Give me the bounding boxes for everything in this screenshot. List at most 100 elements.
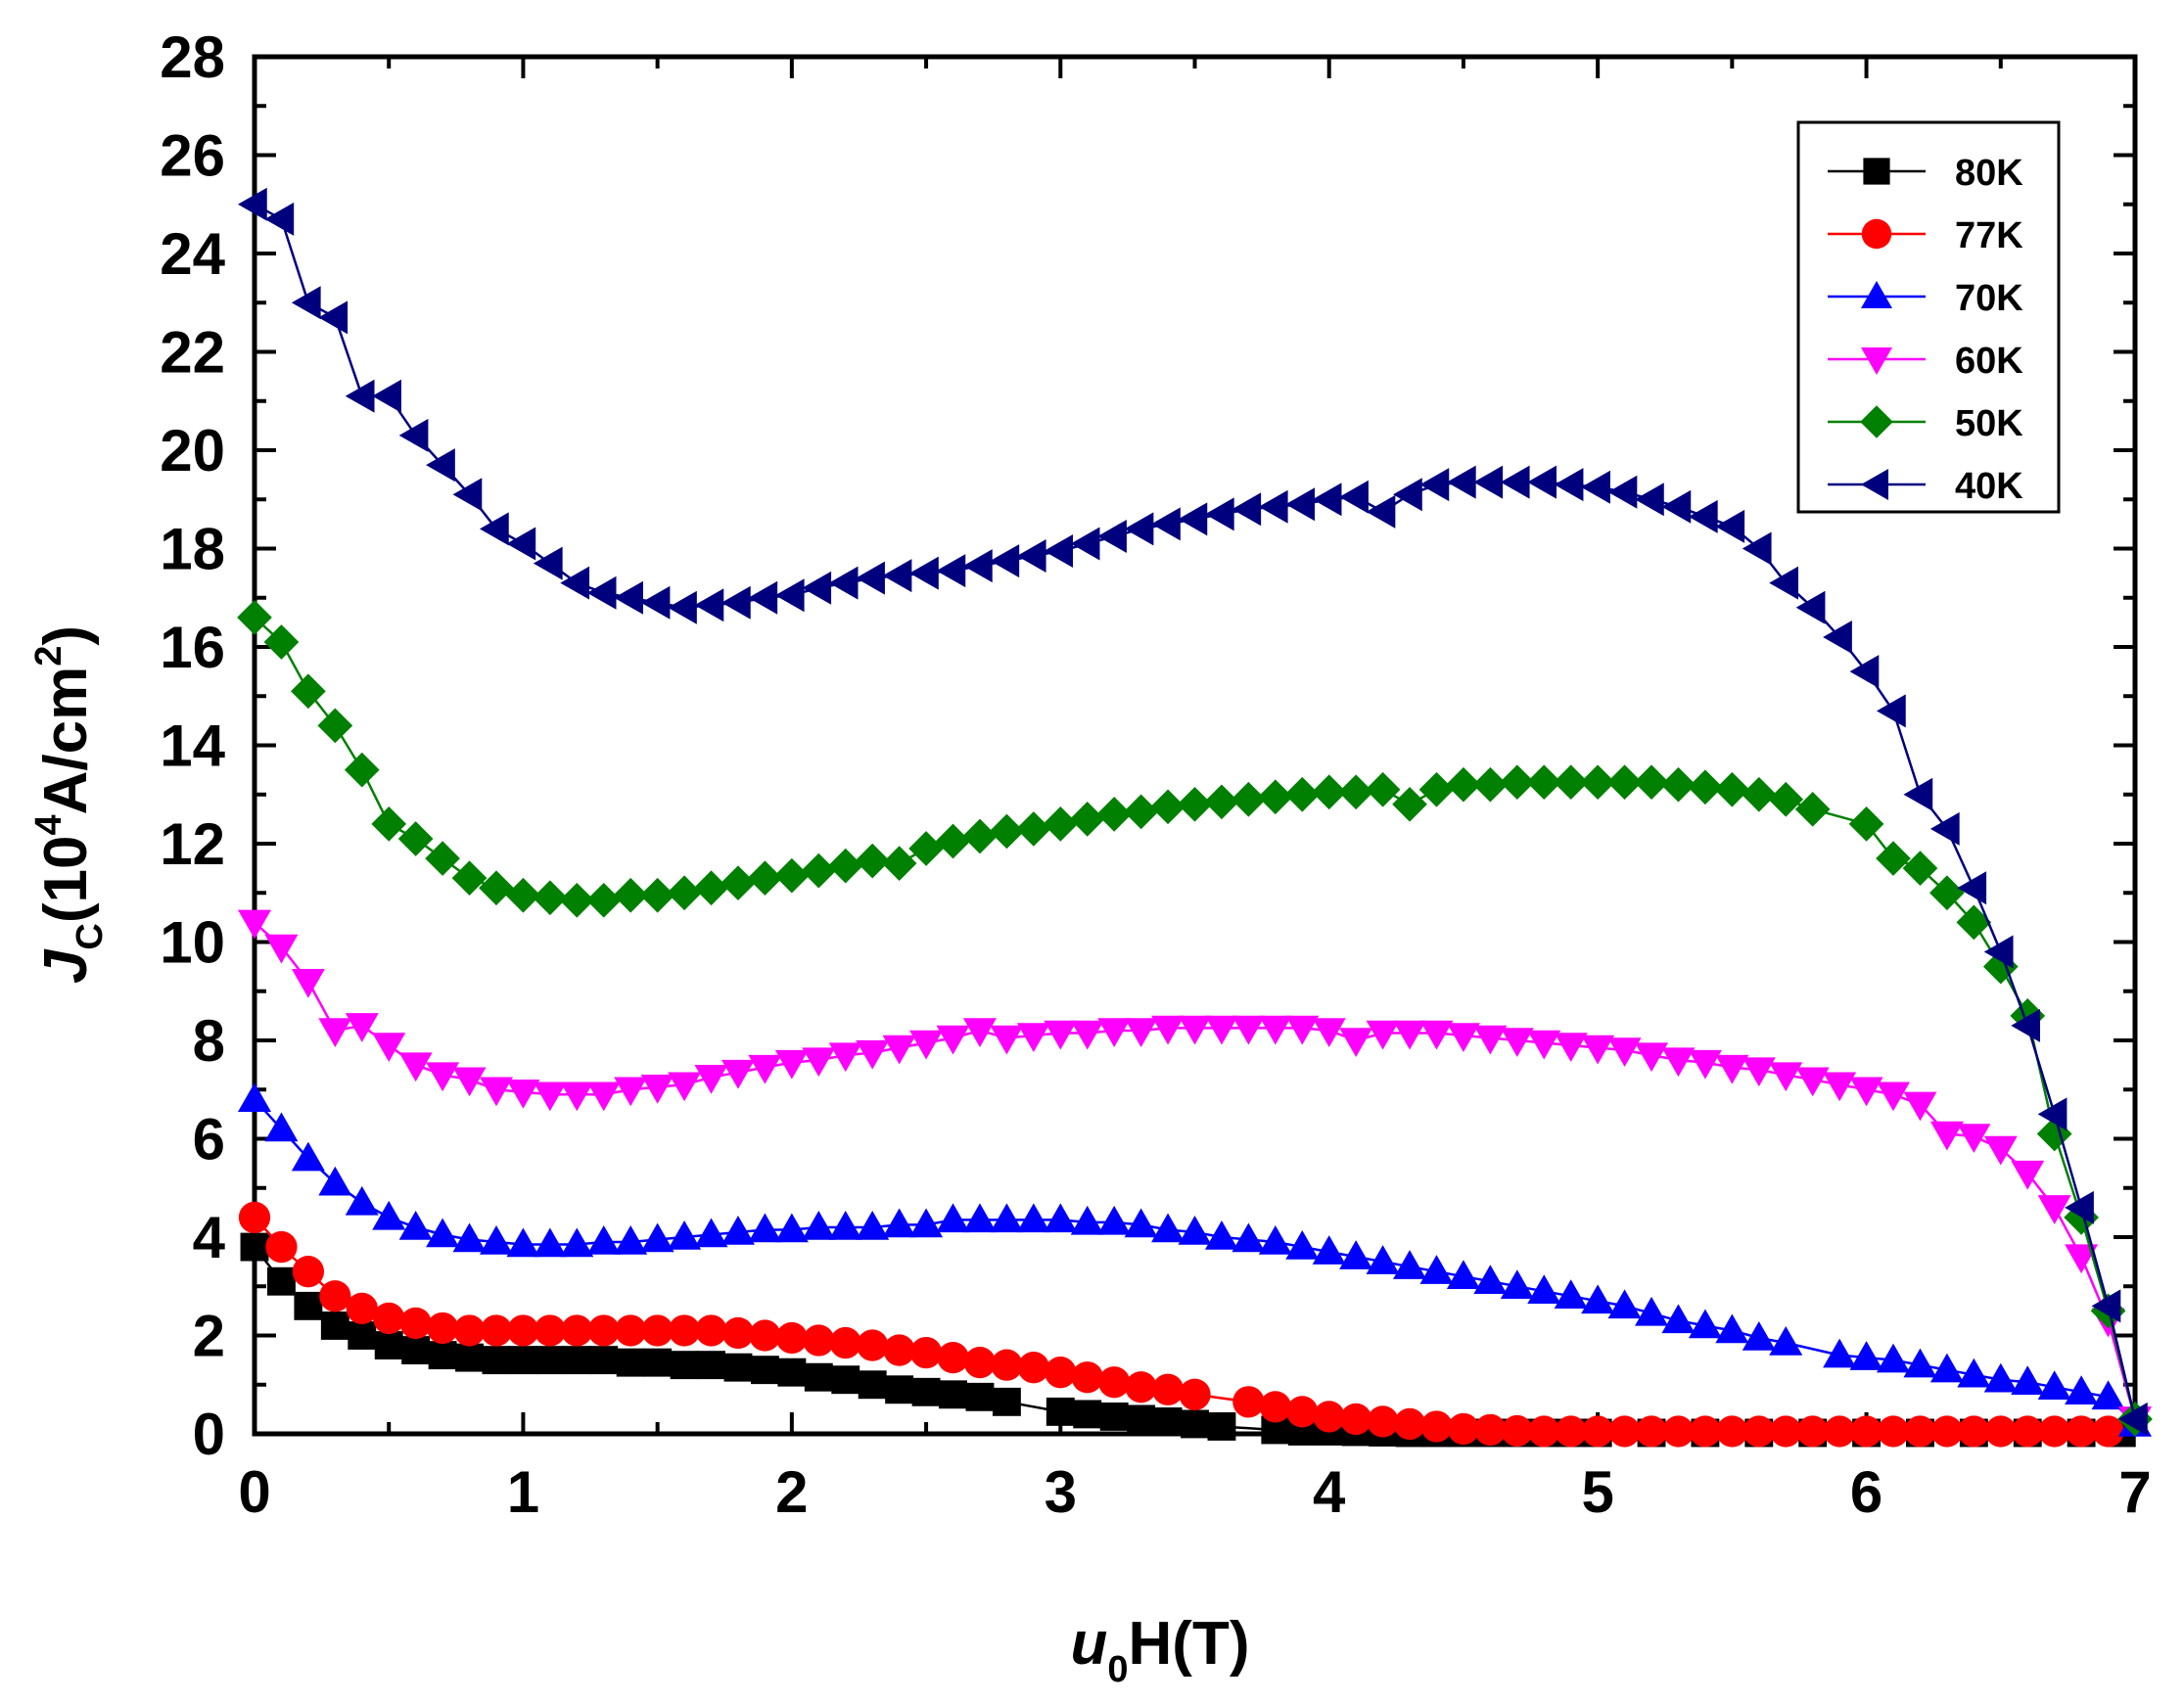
data-point-60K	[1877, 1082, 1911, 1112]
data-point-60K	[2011, 1160, 2045, 1190]
data-point-70K	[1661, 1304, 1696, 1334]
data-point-70K	[882, 1208, 916, 1238]
y-tick-label: 12	[160, 811, 225, 877]
data-point-50K	[585, 882, 622, 918]
data-point-80K	[294, 1291, 323, 1320]
data-point-60K	[614, 1077, 648, 1107]
data-point-60K	[1769, 1062, 1803, 1092]
data-point-70K	[802, 1210, 836, 1240]
data-point-40K	[452, 478, 483, 512]
data-point-40K	[1204, 497, 1234, 531]
data-point-50K	[1741, 776, 1777, 812]
data-point-40K	[1419, 468, 1450, 502]
data-point-40K	[398, 418, 429, 452]
data-point-50K	[1902, 851, 1938, 886]
data-point-77K	[1474, 1413, 1507, 1447]
data-point-60K	[720, 1059, 755, 1089]
data-point-50K	[237, 600, 272, 635]
data-point-60K	[1070, 1020, 1104, 1050]
data-point-50K	[1365, 771, 1401, 807]
data-point-77K	[749, 1319, 781, 1352]
data-point-40K	[2011, 1008, 2040, 1042]
data-point-80K	[348, 1321, 377, 1350]
data-point-80K	[589, 1346, 619, 1375]
data-point-77K	[1796, 1415, 1829, 1448]
plot-series	[237, 187, 2153, 1448]
data-point-60K	[990, 1025, 1024, 1055]
data-point-77K	[1743, 1415, 1775, 1448]
data-point-60K	[560, 1082, 594, 1112]
data-point-70K	[1849, 1341, 1883, 1370]
data-point-50K	[479, 870, 514, 906]
data-point-80K	[992, 1387, 1021, 1416]
data-point-40K	[479, 512, 509, 546]
data-point-40K	[668, 590, 697, 624]
data-point-50K	[1768, 781, 1804, 817]
data-point-60K	[1957, 1124, 1991, 1153]
y-axis-title: JC(104A/cm2)	[28, 625, 111, 984]
data-point-50K	[291, 673, 326, 710]
data-point-50K	[1338, 774, 1374, 810]
data-point-50K	[451, 860, 488, 897]
legend-marker-70K	[1861, 281, 1892, 308]
data-point-77K	[1340, 1403, 1372, 1436]
data-point-70K	[1446, 1260, 1480, 1289]
data-point-60K	[856, 1039, 890, 1070]
data-point-40K	[1715, 509, 1745, 543]
data-point-60K	[1581, 1035, 1615, 1065]
data-point-70K	[1688, 1309, 1722, 1339]
data-point-50K	[505, 877, 541, 913]
series-77K	[238, 1201, 2124, 1448]
data-point-70K	[720, 1215, 755, 1245]
data-point-60K	[1607, 1037, 1642, 1068]
legend-marker-60K	[1861, 347, 1892, 375]
data-point-70K	[1178, 1215, 1212, 1245]
data-point-77K	[1581, 1415, 1614, 1448]
data-point-40K	[1795, 590, 1826, 624]
data-point-50K	[1096, 797, 1133, 832]
data-point-50K	[1284, 776, 1321, 812]
data-point-77K	[1528, 1415, 1560, 1448]
data-point-50K	[1418, 771, 1455, 807]
y-tick-label: 20	[160, 418, 225, 483]
data-point-60K	[426, 1062, 460, 1092]
data-point-80K	[777, 1358, 807, 1387]
data-point-70K	[1903, 1348, 1937, 1378]
data-point-77K	[346, 1292, 378, 1325]
data-point-80K	[401, 1336, 431, 1365]
data-point-77K	[1958, 1415, 1990, 1448]
y-tick-label: 0	[193, 1402, 225, 1467]
legend-marker-77K	[1861, 218, 1892, 250]
series-line-60K	[254, 921, 2137, 1420]
legend-label-50K: 50K	[1955, 403, 2023, 444]
data-point-50K	[1876, 841, 1911, 876]
data-point-70K	[1742, 1321, 1776, 1351]
data-point-50K	[1848, 806, 1884, 842]
data-point-50K	[1043, 806, 1079, 842]
data-point-77K	[399, 1307, 432, 1340]
data-point-70K	[1929, 1353, 1964, 1383]
data-point-40K	[291, 286, 321, 320]
data-point-80K	[1046, 1397, 1075, 1426]
data-point-77K	[265, 1230, 298, 1264]
data-point-77K	[937, 1341, 969, 1374]
data-point-50K	[693, 870, 729, 906]
data-point-70K	[345, 1185, 379, 1216]
data-point-77K	[238, 1201, 271, 1234]
data-point-77K	[2012, 1415, 2044, 1448]
data-point-60K	[1204, 1015, 1238, 1045]
data-point-60K	[1554, 1033, 1588, 1063]
data-point-70K	[1070, 1205, 1104, 1235]
data-point-50K	[1956, 904, 1992, 941]
legend-box	[1796, 120, 2061, 514]
data-point-70K	[1500, 1269, 1534, 1299]
data-point-77K	[1098, 1366, 1131, 1399]
series-50K	[237, 600, 2153, 1437]
data-point-40K	[748, 580, 778, 615]
data-point-80K	[1207, 1412, 1236, 1441]
data-point-77K	[1930, 1415, 1964, 1448]
data-point-40K	[1635, 483, 1664, 517]
data-point-77K	[319, 1280, 351, 1312]
y-axis-title-mid: A/cm	[32, 667, 100, 815]
